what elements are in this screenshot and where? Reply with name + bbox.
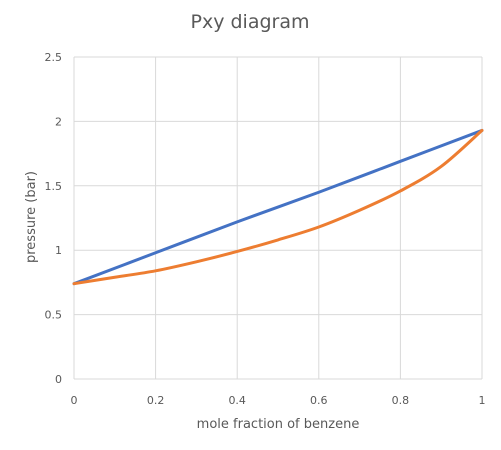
series-layer: [72, 128, 484, 286]
y-axis-ticks: 0 0.5 1 1.5 2 2.5: [45, 51, 63, 386]
y-tick-label: 0: [55, 373, 62, 386]
y-tick-label: 1: [55, 244, 62, 257]
x-tick-label: 0.8: [392, 394, 410, 407]
series-line-1: [72, 128, 484, 286]
x-tick-label: 1: [479, 394, 486, 407]
x-tick-label: 0.6: [310, 394, 328, 407]
x-axis-label: mole fraction of benzene: [197, 417, 360, 432]
x-axis-ticks: 0 0.2 0.4 0.6 0.8 1: [71, 394, 486, 407]
y-tick-label: 0.5: [45, 309, 63, 322]
series-line-2: [72, 128, 484, 286]
gridlines: [73, 56, 483, 380]
chart-title: Pxy diagram: [191, 11, 310, 33]
x-tick-label: 0.2: [147, 394, 165, 407]
x-tick-label: 0: [71, 394, 78, 407]
y-axis-label: pressure (bar): [24, 171, 39, 263]
y-tick-label: 1.5: [45, 180, 63, 193]
y-tick-label: 2: [55, 115, 62, 128]
y-tick-label: 2.5: [45, 51, 63, 64]
x-tick-label: 0.4: [228, 394, 246, 407]
